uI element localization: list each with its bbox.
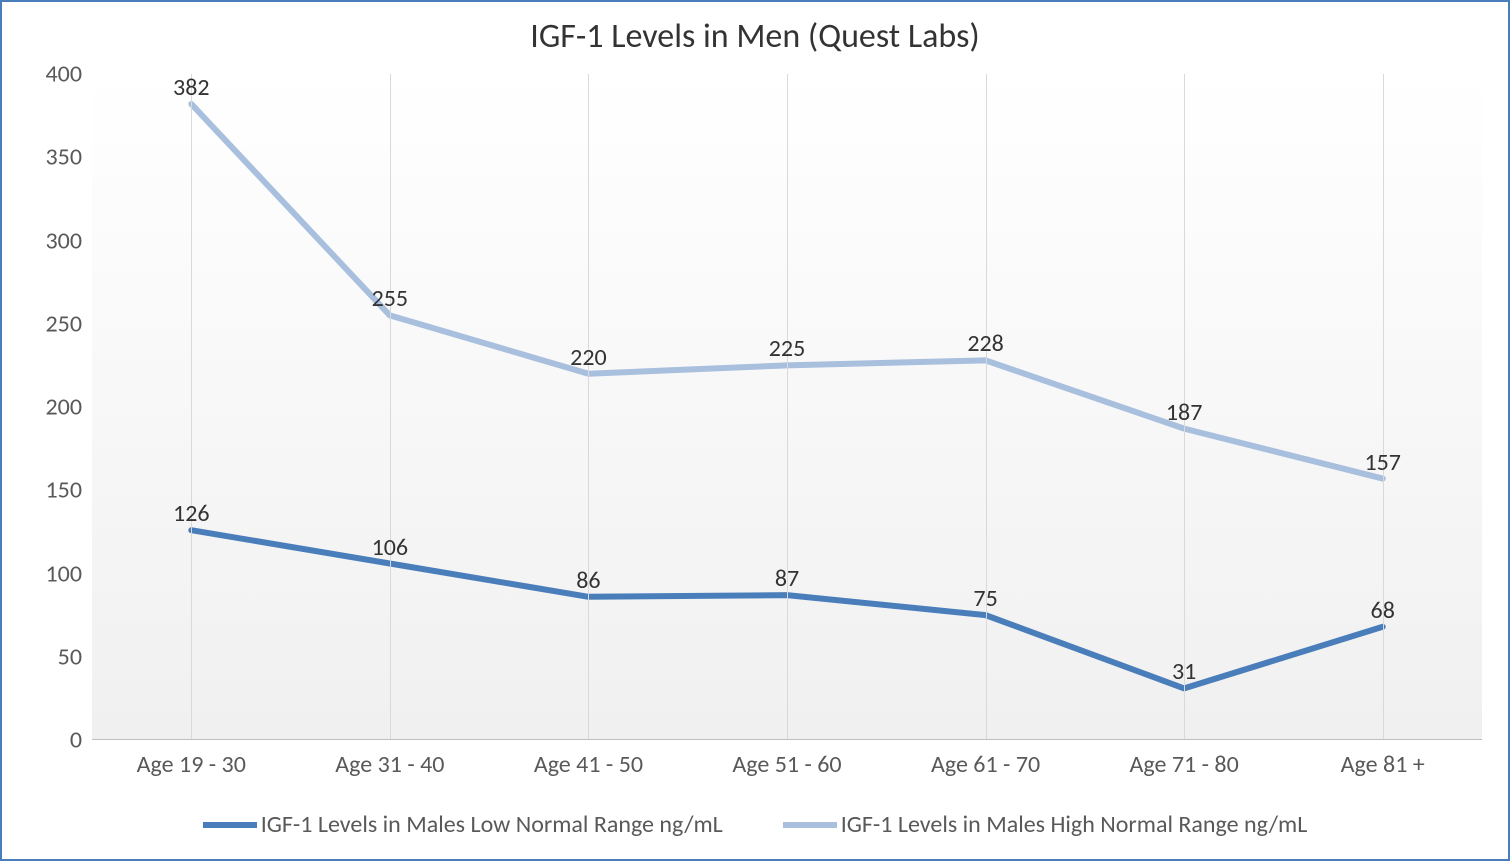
x-tick-label: Age 81 + <box>1341 740 1425 779</box>
data-label: 106 <box>372 533 409 564</box>
x-tick-label: Age 41 - 50 <box>534 740 643 779</box>
x-axis-line <box>92 739 1482 740</box>
y-tick-label: 100 <box>46 559 93 588</box>
data-label: 382 <box>173 73 210 104</box>
x-tick-label: Age 31 - 40 <box>335 740 444 779</box>
legend: IGF-1 Levels in Males Low Normal Range n… <box>2 810 1508 839</box>
x-tick-label: Age 71 - 80 <box>1130 740 1239 779</box>
chart-title: IGF-1 Levels in Men (Quest Labs) <box>2 16 1508 57</box>
legend-swatch-icon <box>783 822 837 828</box>
data-label: 87 <box>775 564 799 595</box>
data-label: 157 <box>1364 448 1401 479</box>
y-tick-label: 400 <box>46 60 93 89</box>
y-tick-label: 150 <box>46 476 93 505</box>
data-label: 31 <box>1172 657 1196 688</box>
x-tick-label: Age 51 - 60 <box>732 740 841 779</box>
gridline-vertical <box>986 74 987 740</box>
y-tick-label: 200 <box>46 393 93 422</box>
y-tick-label: 0 <box>70 726 92 755</box>
data-label: 68 <box>1371 596 1395 627</box>
data-label: 225 <box>769 334 806 365</box>
data-label: 255 <box>372 284 409 315</box>
gridline-vertical <box>588 74 589 740</box>
plot-area: 050100150200250300350400Age 19 - 30Age 3… <box>92 74 1482 740</box>
y-tick-label: 300 <box>46 226 93 255</box>
legend-swatch-icon <box>203 822 257 828</box>
gridline-vertical <box>390 74 391 740</box>
y-tick-label: 250 <box>46 309 93 338</box>
gridline-vertical <box>191 74 192 740</box>
data-label: 228 <box>967 329 1004 360</box>
legend-label: IGF-1 Levels in Males Low Normal Range n… <box>261 810 723 839</box>
legend-label: IGF-1 Levels in Males High Normal Range … <box>841 810 1308 839</box>
gridline-vertical <box>787 74 788 740</box>
x-tick-label: Age 19 - 30 <box>137 740 246 779</box>
data-label: 75 <box>973 584 997 615</box>
data-label: 187 <box>1166 398 1203 429</box>
gridline-vertical <box>1383 74 1384 740</box>
x-tick-label: Age 61 - 70 <box>931 740 1040 779</box>
y-tick-label: 350 <box>46 143 93 172</box>
chart-container: IGF-1 Levels in Men (Quest Labs) 0501001… <box>0 0 1510 861</box>
data-label: 126 <box>173 499 210 530</box>
y-tick-label: 50 <box>58 642 92 671</box>
legend-item-low: IGF-1 Levels in Males Low Normal Range n… <box>203 810 723 839</box>
data-label: 220 <box>570 343 607 374</box>
data-label: 86 <box>576 566 600 597</box>
legend-item-high: IGF-1 Levels in Males High Normal Range … <box>783 810 1308 839</box>
